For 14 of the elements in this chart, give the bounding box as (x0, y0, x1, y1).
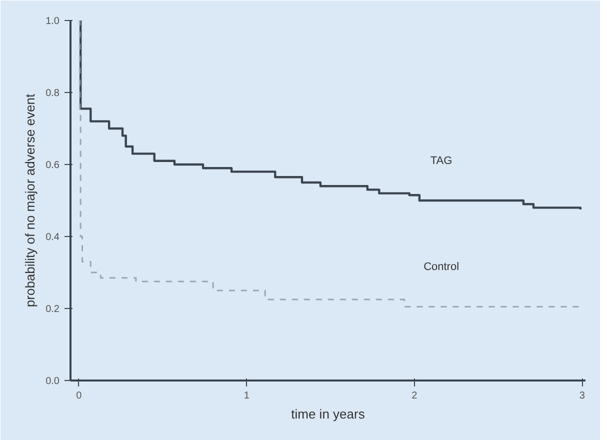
y-tick-label: 0.0 (46, 376, 60, 387)
y-tick-label: 0.4 (46, 232, 60, 243)
y-tick-label: 0.6 (46, 160, 60, 171)
y-tick-label: 0.2 (46, 304, 60, 315)
x-tick-label: 0 (76, 390, 82, 402)
x-tick-label: 2 (412, 390, 418, 402)
y-tick-label: 1.0 (46, 16, 60, 27)
text: TAG (430, 154, 452, 167)
y-tick-label: 0.8 (46, 88, 60, 99)
x-tick-label: 3 (579, 390, 586, 402)
x-tick-label: 1 (244, 390, 250, 402)
x-axis-title: time in years (291, 406, 366, 422)
text: Control (424, 261, 460, 274)
y-axis-title: probability of no major adverse event (22, 94, 38, 308)
